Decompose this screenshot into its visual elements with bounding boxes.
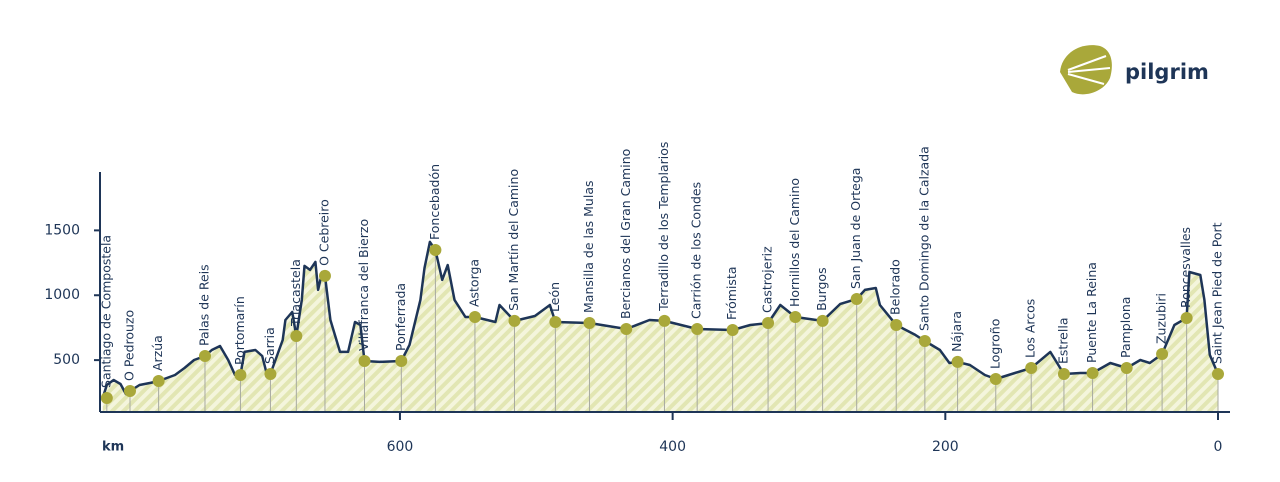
- stop-label: Bercianos del Gran Camino: [618, 149, 633, 319]
- stop-label: Castrojeriz: [760, 246, 775, 313]
- stop-label: Los Arcos: [1023, 299, 1038, 358]
- stop-dot: [789, 311, 802, 324]
- brand-name: pilgrim: [1125, 60, 1209, 84]
- stop-label: Nájara: [949, 311, 964, 352]
- stop-label: Pamplona: [1118, 297, 1133, 358]
- stop-label: Terradillo de los Templarios: [656, 142, 671, 312]
- x-tick-label: 600: [387, 439, 414, 455]
- y-tick-label: 1500: [44, 222, 80, 238]
- stop-dot: [691, 322, 704, 335]
- area-fill: [102, 241, 1219, 412]
- stop-dot: [583, 317, 596, 330]
- stop-dot: [264, 367, 277, 380]
- stop-label: Puente La Reina: [1084, 262, 1099, 363]
- stop-dot: [1212, 367, 1224, 380]
- x-axis-label: km: [102, 440, 124, 455]
- stop-dot: [290, 329, 303, 342]
- stop-label: Frómista: [724, 266, 739, 320]
- stop-dot: [1180, 311, 1193, 324]
- stop-label: Triacastela: [288, 259, 303, 327]
- stop-dot: [726, 324, 739, 337]
- stop-label: Portomarín: [232, 296, 247, 365]
- stop-dot: [549, 315, 562, 328]
- stop-dot: [123, 384, 136, 397]
- stop-dot: [1025, 362, 1038, 375]
- stop-label: Foncebadón: [427, 164, 442, 240]
- stop-label: Logroño: [987, 319, 1002, 369]
- stop-dot: [358, 355, 371, 368]
- stop-dot: [816, 314, 829, 327]
- x-tick-label: 0: [1214, 439, 1223, 455]
- stop-label: Villafranca del Bierzo: [356, 219, 371, 351]
- stop-label: Carrión de los Condes: [689, 182, 704, 319]
- stop-dot: [850, 293, 863, 306]
- stop-label: Roncesvalles: [1178, 227, 1193, 308]
- stop-label: O Pedrouzo: [121, 310, 136, 381]
- stop-label: Astorga: [466, 259, 481, 307]
- stop-dot: [951, 355, 964, 368]
- stop-label: San Martín del Camino: [506, 169, 521, 311]
- stop-dot: [198, 349, 211, 362]
- y-tick-label: 1000: [44, 287, 80, 303]
- stop-label: Mansilla de las Mulas: [581, 180, 596, 313]
- stop-label: Zuzubiri: [1154, 293, 1169, 344]
- stop-label: Saint Jean Pied de Port: [1210, 222, 1225, 364]
- x-tick-label: 200: [932, 439, 959, 455]
- stop-label: Estrella: [1055, 318, 1070, 364]
- stop-label: Ponferrada: [393, 283, 408, 351]
- stop-label: Burgos: [814, 267, 829, 311]
- stop-dot: [152, 374, 165, 387]
- stop-dot: [508, 314, 521, 327]
- stop-dot: [658, 314, 671, 327]
- stop-label: León: [547, 282, 562, 312]
- stop-label: Palas de Reis: [196, 264, 211, 346]
- stop-dot: [318, 269, 331, 282]
- stop-dot: [468, 311, 481, 324]
- stop-dot: [1120, 362, 1133, 375]
- stop-label: Santiago de Compostela: [98, 235, 113, 388]
- stop-dot: [1086, 366, 1099, 379]
- stop-dot: [918, 335, 931, 348]
- y-tick-label: 500: [53, 352, 80, 368]
- stop-dot: [1156, 348, 1169, 361]
- stop-dot: [620, 322, 633, 335]
- stop-dot: [762, 317, 775, 330]
- stop-label: Sarria: [262, 327, 277, 364]
- stop-label: Hornillos del Camino: [787, 178, 802, 307]
- stop-dot: [395, 355, 408, 368]
- logo-lines: [1067, 55, 1111, 85]
- stop-label: Santo Domingo de la Calzada: [916, 146, 931, 331]
- stop-dot: [100, 391, 113, 404]
- stop-dot: [429, 243, 442, 256]
- stop-label: O Cebreiro: [316, 199, 331, 266]
- stop-dot: [234, 369, 247, 382]
- stop-label: Arzúa: [150, 335, 165, 371]
- stop-dot: [1057, 367, 1070, 380]
- stop-dot: [890, 318, 903, 331]
- x-tick-label: 400: [659, 439, 686, 455]
- stop-label: San Juan de Ortega: [848, 168, 863, 289]
- stop-label: Belorado: [888, 259, 903, 315]
- stop-dot: [989, 373, 1002, 386]
- logo: pilgrim: [1060, 45, 1209, 95]
